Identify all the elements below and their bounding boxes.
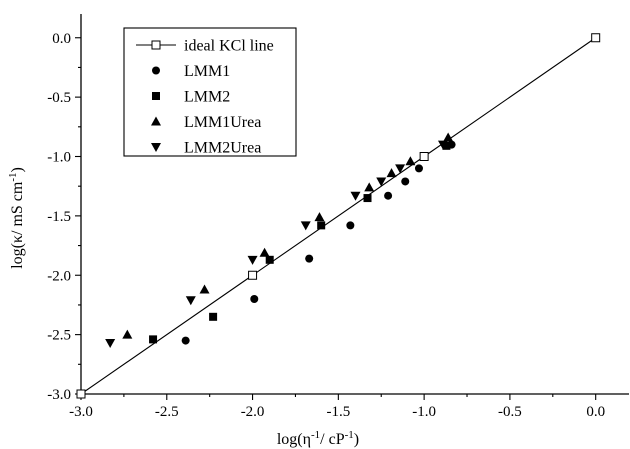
y-tick-label: -2.5 — [47, 328, 71, 344]
data-point — [442, 141, 451, 150]
legend-label: LMM1 — [184, 63, 230, 80]
x-tick-label: -2.5 — [155, 404, 179, 420]
legend-marker — [151, 116, 161, 126]
data-point — [76, 389, 86, 399]
data-point — [363, 194, 372, 203]
y-axis-title: log(κ/ mS cm-1) — [7, 167, 26, 269]
y-tick-label: -1.5 — [47, 209, 71, 225]
data-point — [300, 221, 311, 231]
data-point — [401, 177, 410, 186]
y-tick-label: -3.0 — [47, 387, 71, 403]
legend: ideal KCl line LMM1 LMM2 LMM1Urea LMM2Urea — [123, 27, 297, 157]
data-point — [314, 212, 325, 222]
data-point — [386, 168, 397, 178]
plot-layer: -3.0 -2.5 -2.0 -1.5 -1.0 -0.5 0.0 -3.0 -2.5 -2.0 -… — [47, 14, 629, 420]
data-point — [395, 164, 406, 174]
data-point — [149, 335, 158, 344]
y-tick-label: -1.0 — [47, 150, 71, 166]
y-tick-label: 0.0 — [52, 31, 71, 47]
x-tick-label: 0.0 — [586, 404, 605, 420]
ideal-kcl-line — [80, 37, 597, 395]
x-tick-label: -0.5 — [498, 404, 522, 420]
data-point — [305, 254, 314, 263]
data-point — [250, 295, 259, 303]
legend-items: ideal KCl line LMM1 LMM2 LMM1Urea LMM2Urea — [136, 38, 274, 157]
data-point — [247, 255, 258, 265]
data-point — [265, 255, 274, 264]
data-point — [248, 270, 258, 280]
y-tick-label: -0.5 — [47, 90, 71, 106]
x-tick-label: -1.0 — [412, 404, 436, 420]
data-point — [405, 156, 416, 166]
data-point — [419, 152, 429, 161]
legend-label: LMM2 — [184, 89, 230, 106]
data-point — [259, 247, 270, 257]
data-point — [364, 182, 375, 192]
data-point — [414, 164, 423, 173]
y-tick-label: -2.0 — [47, 268, 71, 284]
legend-marker — [151, 40, 161, 50]
data-point — [443, 132, 454, 142]
data-point — [209, 312, 218, 321]
x-tick-label: -2.0 — [241, 404, 265, 420]
data-point — [105, 338, 116, 348]
legend-marker — [152, 66, 160, 75]
x-tick-label: -3.0 — [69, 404, 93, 420]
data-point — [384, 191, 393, 200]
legend-label: ideal KCl line — [184, 38, 274, 55]
data-point — [317, 221, 326, 230]
legend-marker — [151, 143, 161, 152]
data-point — [350, 191, 361, 201]
data-point — [199, 284, 210, 294]
data-point — [437, 140, 448, 150]
x-axis-title: log(η-1/ cP-1) — [277, 429, 359, 448]
data-point — [122, 329, 133, 339]
x-tick-label: -1.5 — [326, 404, 350, 420]
legend-label: LMM2Urea — [184, 140, 261, 157]
data-point — [185, 296, 196, 306]
data-point — [181, 336, 190, 345]
data-point — [376, 177, 387, 187]
legend-marker — [152, 92, 160, 100]
data-point — [346, 221, 355, 230]
legend-label: LMM1Urea — [184, 114, 261, 131]
data-point — [591, 33, 601, 43]
